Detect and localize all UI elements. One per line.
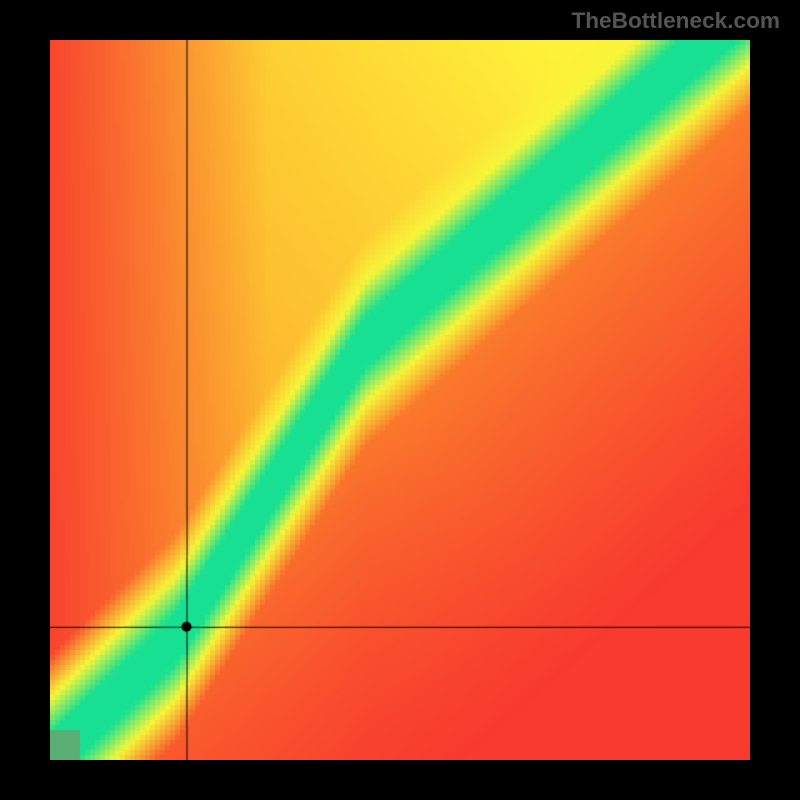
bottleneck-heatmap [50,40,750,760]
watermark-text: TheBottleneck.com [571,8,780,34]
overlay-canvas [50,40,750,760]
chart-container: TheBottleneck.com [0,0,800,800]
